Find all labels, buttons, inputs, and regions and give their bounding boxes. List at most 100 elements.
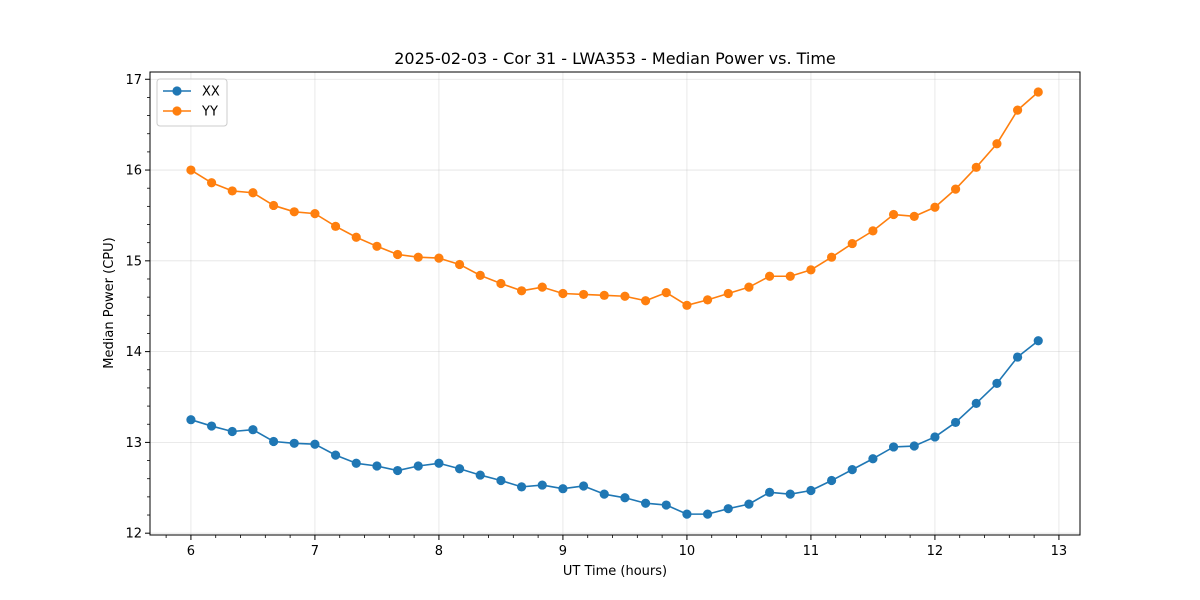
y-tick-label: 12 — [125, 527, 142, 542]
legend-marker — [172, 106, 182, 116]
data-point-xx — [1012, 352, 1023, 362]
data-point-yy — [620, 291, 630, 301]
data-point-yy — [289, 207, 299, 217]
data-point-xx — [1033, 336, 1043, 346]
data-point-yy — [475, 270, 485, 280]
data-point-yy — [930, 202, 940, 212]
data-point-yy — [248, 188, 258, 198]
data-point-yy — [516, 286, 527, 296]
data-point-yy — [330, 221, 341, 231]
data-point-xx — [682, 509, 692, 519]
legend-item-yy: YY — [163, 105, 218, 120]
data-point-xx — [578, 481, 589, 491]
data-point-yy — [578, 289, 589, 300]
data-point-xx — [206, 421, 217, 431]
data-point-xx — [248, 425, 258, 435]
data-point-yy — [806, 265, 816, 275]
data-point-xx — [930, 432, 940, 442]
y-axis-ticks: 12 13 14 15 16 17 — [125, 73, 150, 542]
data-point-yy — [868, 226, 878, 236]
data-point-yy — [909, 211, 919, 221]
x-tick-label: 12 — [927, 544, 944, 559]
data-point-xx — [909, 441, 919, 451]
y-axis-label: Median Power (CPU) — [102, 237, 117, 368]
data-point-xx — [785, 489, 795, 499]
data-point-yy — [372, 241, 382, 251]
x-tick-label: 11 — [803, 544, 820, 559]
data-point-yy — [661, 288, 671, 298]
data-point-xx — [413, 461, 423, 471]
y-tick-label: 14 — [125, 345, 142, 360]
data-point-xx — [599, 489, 609, 499]
data-point-yy — [785, 271, 795, 281]
x-tick-label: 13 — [1051, 544, 1068, 559]
data-point-yy — [723, 288, 733, 299]
data-point-xx — [620, 493, 630, 503]
data-point-xx — [640, 498, 651, 508]
data-point-yy — [992, 139, 1002, 149]
data-point-yy — [186, 165, 196, 175]
data-point-xx — [971, 398, 981, 408]
data-point-xx — [702, 509, 713, 519]
data-point-xx — [454, 464, 465, 474]
data-point-xx — [330, 450, 341, 460]
data-point-yy — [640, 296, 651, 306]
data-point-xx — [537, 480, 547, 490]
data-point-xx — [847, 465, 857, 475]
data-point-xx — [227, 426, 237, 437]
data-point-xx — [351, 458, 361, 468]
data-point-xx — [516, 482, 527, 492]
data-point-xx — [744, 499, 754, 509]
data-point-xx — [496, 475, 506, 486]
x-tick-label: 6 — [187, 544, 195, 559]
y-tick-label: 15 — [125, 254, 142, 269]
data-point-yy — [888, 209, 899, 220]
data-point-yy — [682, 300, 692, 310]
data-point-yy — [599, 290, 609, 300]
data-point-xx — [186, 415, 196, 425]
data-point-xx — [268, 436, 279, 447]
legend: XX YY — [156, 78, 228, 127]
x-tick-label: 9 — [559, 544, 567, 559]
data-point-yy — [702, 295, 713, 305]
data-point-xx — [372, 461, 382, 471]
x-tick-label: 10 — [679, 544, 696, 559]
data-point-xx — [289, 438, 299, 448]
data-point-xx — [806, 485, 816, 496]
data-point-yy — [826, 252, 837, 262]
data-point-xx — [826, 475, 837, 486]
data-point-yy — [971, 162, 981, 172]
data-point-yy — [496, 278, 506, 289]
series-xx — [186, 336, 1043, 519]
legend-marker — [172, 86, 182, 96]
data-point-xx — [950, 417, 961, 428]
legend-label: XX — [202, 85, 220, 100]
data-point-yy — [1012, 105, 1023, 115]
data-point-xx — [723, 504, 733, 514]
data-point-xx — [558, 484, 568, 494]
data-point-yy — [351, 232, 361, 242]
x-axis-label: UT Time (hours) — [563, 564, 667, 579]
plot-series — [186, 87, 1043, 519]
data-point-xx — [661, 500, 671, 510]
data-point-yy — [413, 252, 423, 262]
data-point-yy — [206, 178, 217, 188]
data-point-xx — [764, 487, 775, 497]
data-point-xx — [868, 454, 878, 464]
x-axis-ticks: 6 7 8 9 10 11 12 13 — [165, 535, 1068, 559]
data-point-xx — [475, 470, 485, 480]
legend-label: YY — [201, 105, 218, 120]
data-point-xx — [310, 439, 320, 449]
data-point-xx — [992, 378, 1002, 388]
data-point-yy — [454, 259, 465, 270]
data-point-xx — [434, 458, 444, 468]
legend-item-xx: XX — [163, 85, 220, 100]
data-point-yy — [764, 271, 775, 281]
data-point-yy — [744, 282, 754, 292]
grid — [150, 72, 1080, 535]
data-point-yy — [268, 200, 279, 211]
data-point-xx — [392, 465, 403, 476]
data-point-yy — [847, 238, 857, 249]
data-point-yy — [950, 184, 961, 194]
